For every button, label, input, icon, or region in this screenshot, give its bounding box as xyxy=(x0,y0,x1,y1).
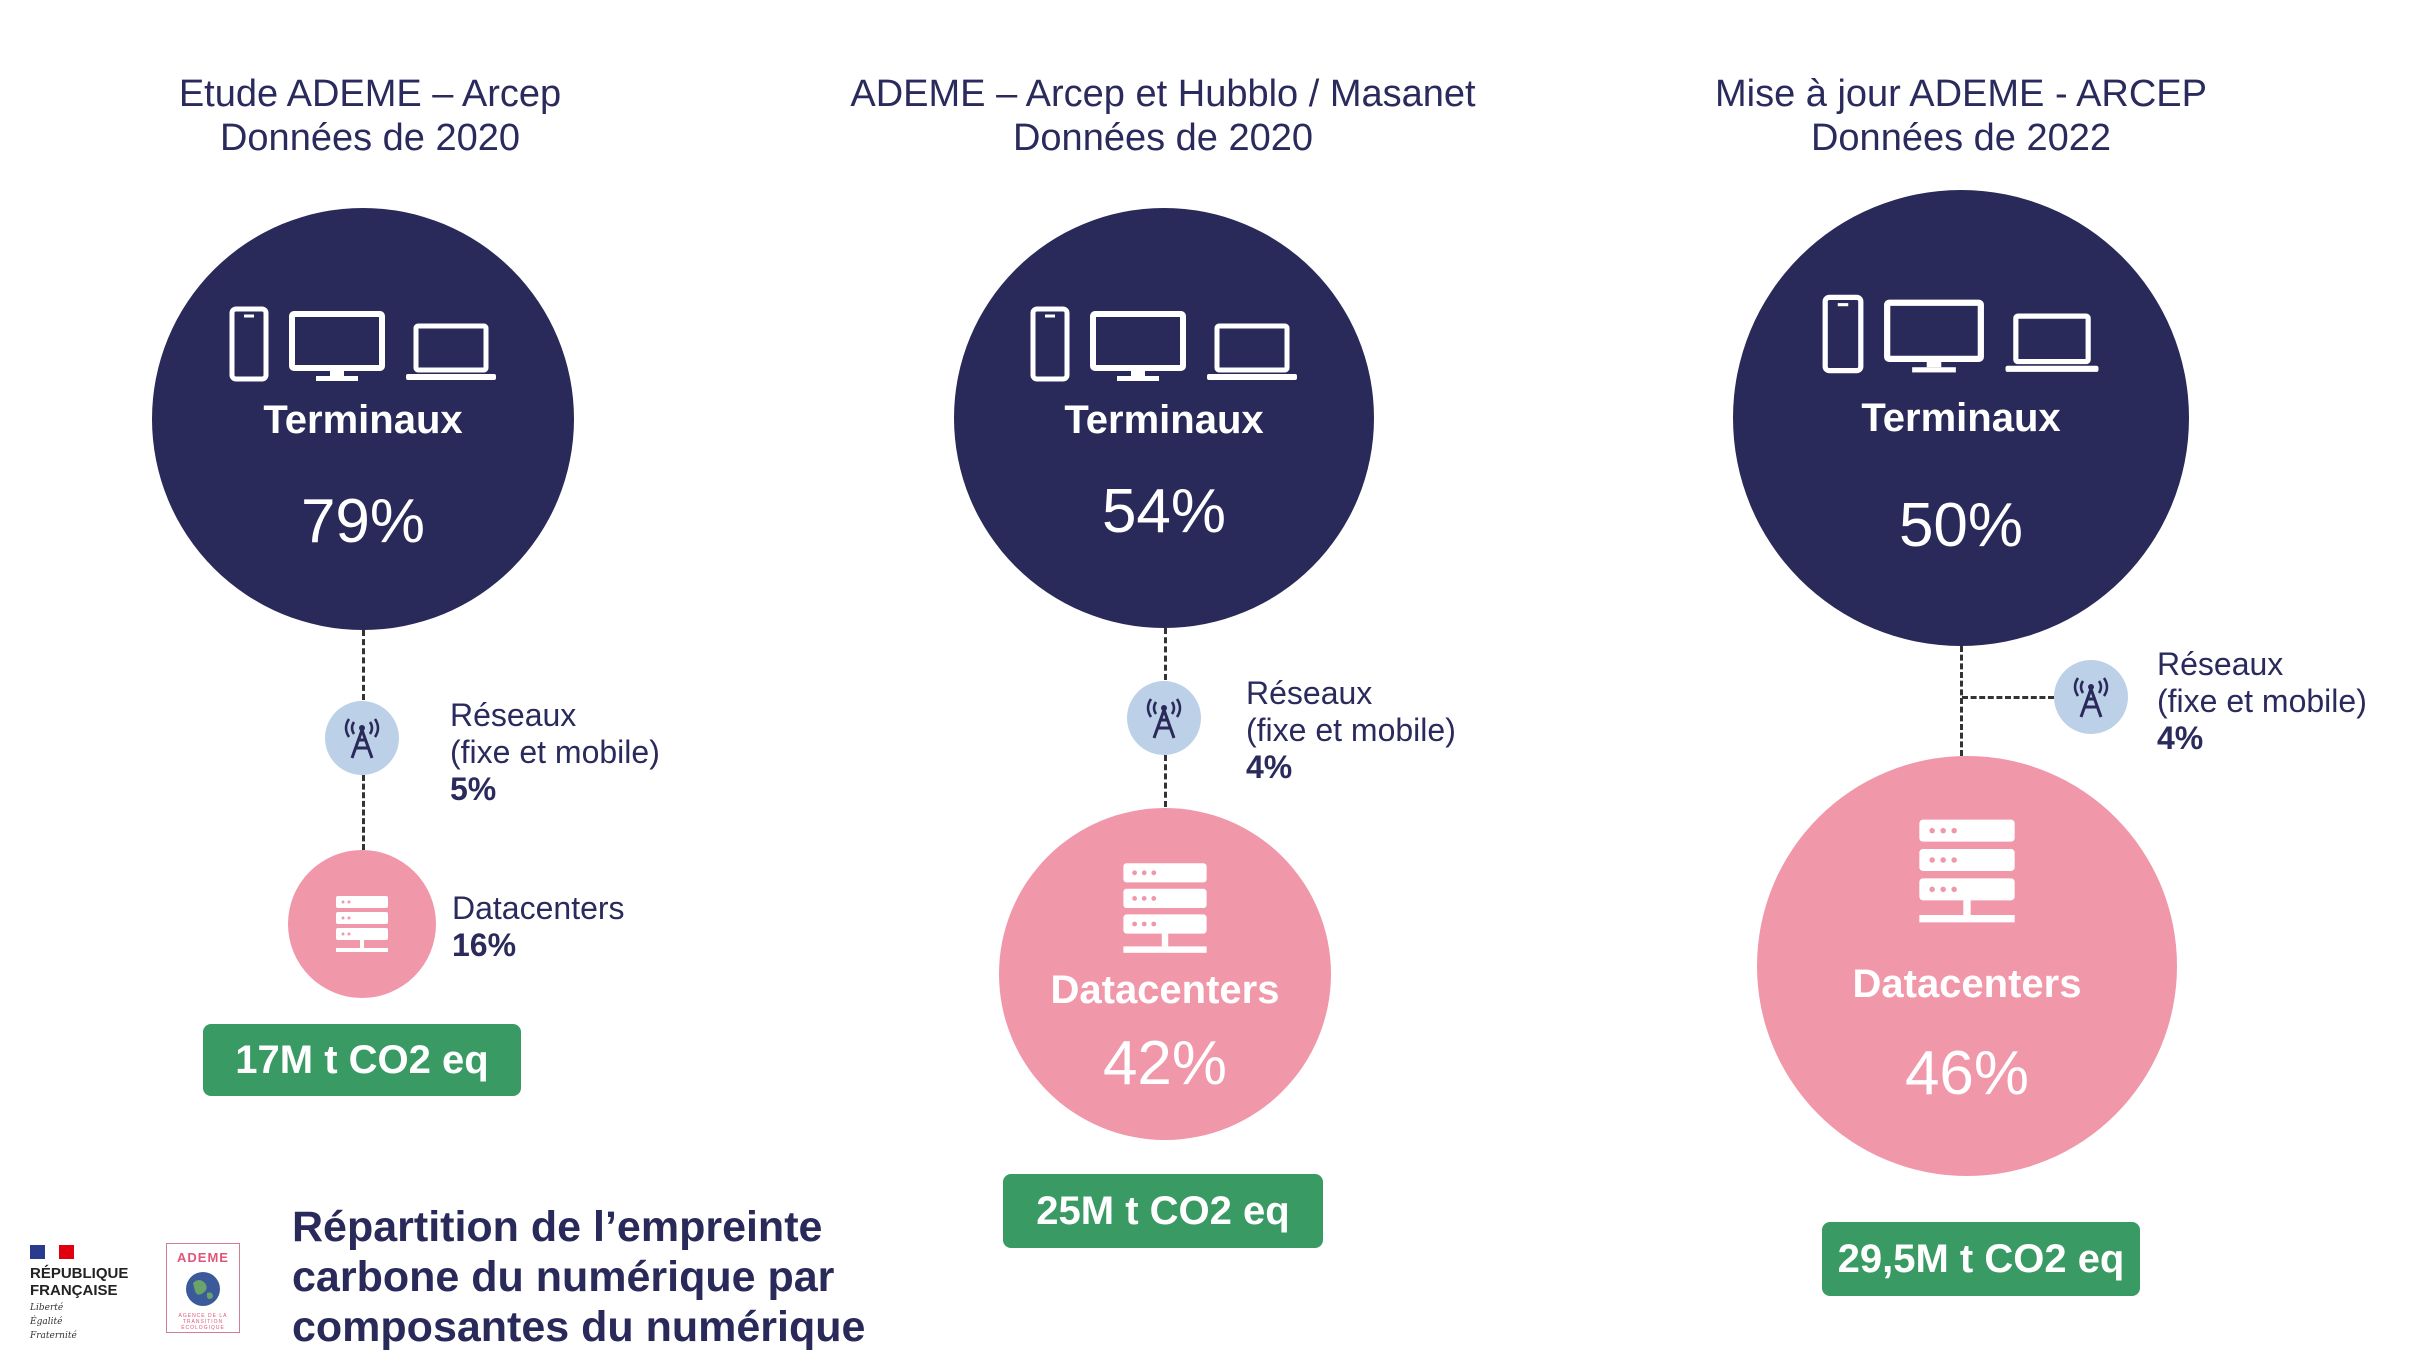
smartphone-icon xyxy=(229,306,269,382)
column-2-terminaux-pct: 54% xyxy=(1101,477,1227,546)
column-3-title-line2: Données de 2022 xyxy=(1810,117,2112,159)
column-2-total-badge: 25M t CO2 eq xyxy=(1003,1174,1323,1248)
monitor-icon xyxy=(1884,299,1984,373)
column-1-datacenters-text: Datacenters 16% xyxy=(452,890,625,964)
column-1-total-badge: 17M t CO2 eq xyxy=(203,1024,521,1096)
column-2-reseaux-label1: Réseaux xyxy=(1246,675,1373,711)
caption-line3: composantes du numérique xyxy=(292,1303,866,1351)
laptop-icon xyxy=(1207,323,1297,380)
column-2-reseaux-pct: 4% xyxy=(1246,749,1293,785)
republique-francaise-logo: RÉPUBLIQUE FRANÇAISE Liberté Égalité Fra… xyxy=(30,1245,140,1341)
column-1-datacenters-pct: 16% xyxy=(452,927,517,963)
column-3-device-icons xyxy=(1733,294,2189,374)
french-flag-icon xyxy=(30,1245,75,1259)
caption: Répartition de l’empreinte carbone du nu… xyxy=(292,1202,932,1352)
column-3-terminaux-pct: 50% xyxy=(1898,491,2024,560)
monitor-icon xyxy=(1090,311,1186,381)
antenna-icon xyxy=(2073,677,2109,718)
column-3-title-line1: Mise à jour ADEME - ARCEP xyxy=(1714,73,2208,115)
antenna-icon xyxy=(1146,698,1182,739)
column-2-reseaux-label2: (fixe et mobile) xyxy=(1246,712,1456,748)
column-1-title-line1: Etude ADEME – Arcep xyxy=(178,73,562,115)
laptop-icon xyxy=(406,323,496,380)
column-1-reseaux-label1: Réseaux xyxy=(450,697,577,733)
column-3-datacenters-pct: 46% xyxy=(1904,1039,2030,1108)
column-3-connector-horizontal xyxy=(1962,696,2054,699)
column-1-reseaux-text: Réseaux (fixe et mobile) 5% xyxy=(450,697,660,808)
column-3-reseaux-label2: (fixe et mobile) xyxy=(2157,683,2367,719)
column-2-reseaux-text: Réseaux (fixe et mobile) 4% xyxy=(1246,675,1456,786)
column-1-datacenters-circle xyxy=(288,850,436,998)
column-2-title-line1: ADEME – Arcep et Hubblo / Masanet xyxy=(850,73,1476,115)
column-2-connector-bottom xyxy=(1164,755,1167,807)
rf-motto2: Égalité xyxy=(30,1317,63,1327)
column-2-title-line2: Données de 2020 xyxy=(1012,117,1314,159)
column-3-reseaux-text: Réseaux (fixe et mobile) 4% xyxy=(2157,646,2367,757)
column-3-connector-vertical xyxy=(1960,646,1963,756)
column-3-total-badge: 29,5M t CO2 eq xyxy=(1822,1222,2140,1296)
column-1-network-bubble xyxy=(325,701,399,775)
ademe-logo-name: ADEME xyxy=(177,1250,229,1265)
column-2-device-icons xyxy=(954,306,1374,382)
rf-motto1: Liberté xyxy=(30,1303,64,1313)
column-3-reseaux-pct: 4% xyxy=(2157,720,2204,756)
globe-icon xyxy=(186,1272,220,1306)
column-1-terminaux-pct: 79% xyxy=(300,487,426,556)
smartphone-icon xyxy=(1822,294,1864,374)
column-1-terminaux-circle: Terminaux 79% xyxy=(152,208,574,630)
column-1-title: Etude ADEME – Arcep Données de 2020 xyxy=(0,72,820,160)
column-3-network-bubble xyxy=(2054,660,2128,734)
column-2-title: ADEME – Arcep et Hubblo / Masanet Donnée… xyxy=(713,72,1613,160)
column-2-terminaux-label: Terminaux xyxy=(1064,398,1264,442)
column-3-terminaux-circle: Terminaux 50% xyxy=(1733,190,2189,646)
column-2-datacenters-pct: 42% xyxy=(1102,1029,1228,1098)
laptop-icon xyxy=(2005,313,2099,372)
column-2-terminaux-circle: Terminaux 54% xyxy=(954,208,1374,628)
column-1-connector-top xyxy=(362,630,365,700)
caption-line2: carbone du numérique par xyxy=(292,1253,835,1301)
column-2-datacenters-label: Datacenters xyxy=(1050,968,1280,1012)
column-1-terminaux-label: Terminaux xyxy=(263,398,463,442)
column-2-connector-top xyxy=(1164,628,1167,680)
column-2-network-bubble xyxy=(1127,681,1201,755)
column-3-terminaux-label: Terminaux xyxy=(1861,396,2061,440)
antenna-icon xyxy=(344,718,380,759)
column-1-datacenters-label: Datacenters xyxy=(452,890,625,926)
column-2-datacenters-circle: Datacenters 42% xyxy=(999,808,1331,1140)
server-icon xyxy=(1919,819,2015,923)
rf-line2: FRANÇAISE xyxy=(30,1282,118,1299)
column-1-title-line2: Données de 2020 xyxy=(219,117,521,159)
rf-motto3: Fraternité xyxy=(30,1331,77,1341)
server-icon xyxy=(1123,863,1207,953)
column-1-reseaux-label2: (fixe et mobile) xyxy=(450,734,660,770)
column-3-datacenters-label: Datacenters xyxy=(1852,962,2082,1006)
column-1-device-icons xyxy=(152,306,574,382)
monitor-icon xyxy=(289,311,385,381)
caption-line1: Répartition de l’empreinte xyxy=(292,1203,823,1251)
smartphone-icon xyxy=(1030,306,1070,382)
column-3-datacenters-circle: Datacenters 46% xyxy=(1757,756,2177,1176)
column-3-title: Mise à jour ADEME - ARCEP Données de 202… xyxy=(1511,72,2411,160)
rf-line1: RÉPUBLIQUE xyxy=(30,1265,129,1282)
ademe-logo-subtitle: AGENCE DE LA TRANSITION ÉCOLOGIQUE xyxy=(178,1313,228,1331)
column-1-reseaux-pct: 5% xyxy=(450,771,497,807)
column-3-reseaux-label1: Réseaux xyxy=(2157,646,2284,682)
ademe-logo: ADEME AGENCE DE LA TRANSITION ÉCOLOGIQUE xyxy=(166,1243,240,1333)
column-1-connector-bottom xyxy=(362,775,365,850)
server-icon xyxy=(336,896,388,952)
